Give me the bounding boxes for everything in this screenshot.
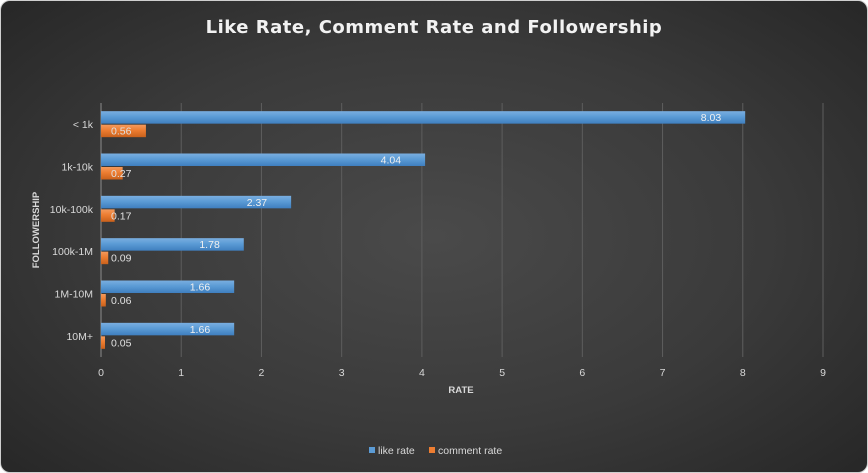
legend: like rate comment rate xyxy=(369,445,502,457)
y-tick-label: 10k-100k xyxy=(50,204,94,216)
bar-like-rate xyxy=(101,111,746,124)
data-label: 0.56 xyxy=(111,126,132,138)
chart-title: Like Rate, Comment Rate and Followership xyxy=(206,17,663,38)
x-tick-label: 8 xyxy=(740,367,746,379)
legend-swatch-comment-rate xyxy=(429,447,435,453)
x-tick-label: 9 xyxy=(820,367,826,379)
axis-layer: 0 1 2 3 4 5 6 7 8 9 < 1k 1k-10k 10k-100k 100k-1M 1M-10… xyxy=(50,119,826,379)
y-tick-label: 1k-10k xyxy=(61,162,93,174)
x-axis-title: RATE xyxy=(448,385,473,396)
data-label: 4.04 xyxy=(381,155,402,167)
x-tick-label: 6 xyxy=(579,367,585,379)
bar-comment-rate xyxy=(101,336,106,349)
legend-label: like rate xyxy=(378,445,415,457)
x-tick-label: 4 xyxy=(419,367,425,379)
y-tick-label: 100k-1M xyxy=(52,246,93,258)
grid-layer xyxy=(100,103,824,357)
bar-comment-rate xyxy=(101,167,123,180)
bar-like-rate xyxy=(101,280,235,293)
bar-comment-rate xyxy=(101,294,106,307)
data-label: 8.03 xyxy=(701,112,722,124)
x-tick-label: 5 xyxy=(499,367,505,379)
data-label: 0.09 xyxy=(111,253,132,265)
x-tick-label: 1 xyxy=(178,367,184,379)
data-label: 0.17 xyxy=(111,210,132,222)
bar-comment-rate xyxy=(101,251,109,265)
x-tick-label: 2 xyxy=(259,367,265,379)
bar-like-rate xyxy=(101,195,292,209)
x-tick-label: 0 xyxy=(98,367,104,379)
data-label: 1.66 xyxy=(190,324,211,336)
data-label: 2.37 xyxy=(247,197,268,209)
bar-like-rate xyxy=(101,238,244,251)
bar-comment-rate xyxy=(101,124,146,138)
y-tick-label: < 1k xyxy=(73,119,94,131)
data-label: 0.06 xyxy=(111,295,132,307)
legend-label: comment rate xyxy=(438,445,502,457)
data-label: 0.27 xyxy=(111,168,132,180)
bar-comment-rate xyxy=(101,209,115,222)
y-axis-title: FOLLOWERSHIP xyxy=(31,191,42,268)
legend-swatch-like-rate xyxy=(369,447,375,453)
y-tick-label: 10M+ xyxy=(66,331,93,343)
x-tick-label: 7 xyxy=(660,367,666,379)
bar-like-rate xyxy=(101,322,235,336)
x-tick-label: 3 xyxy=(339,367,345,379)
bar-like-rate xyxy=(101,153,426,166)
data-label: 0.05 xyxy=(111,337,132,349)
y-tick-label: 1M-10M xyxy=(54,289,93,301)
data-label: 1.78 xyxy=(199,239,220,251)
bars-layer: 8.03 0.56 4.04 0.27 2.37 0.17 1.78 0.09 1.66 0.06… xyxy=(101,111,746,349)
data-label: 1.66 xyxy=(190,282,211,294)
